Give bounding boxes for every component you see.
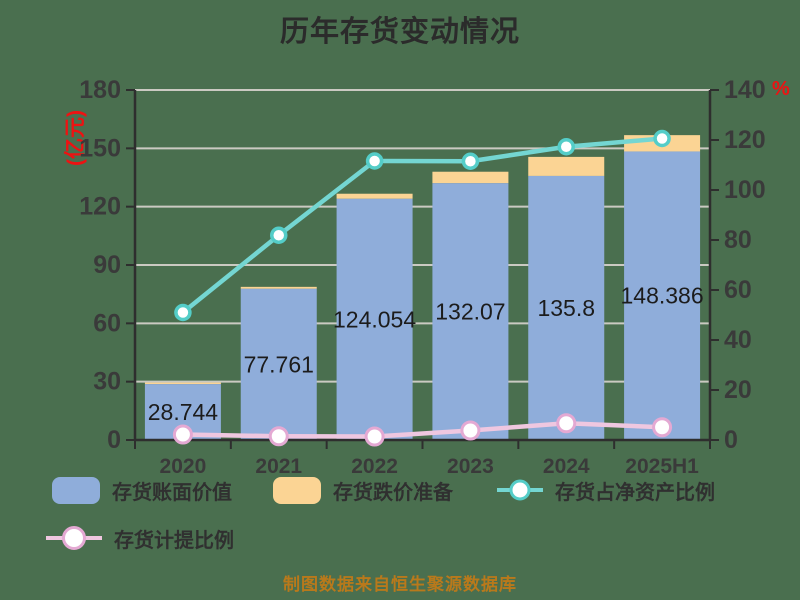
left-axis-tick-label: 120 — [79, 193, 121, 221]
left-axis-tick-label: 180 — [79, 76, 121, 104]
right-axis-tick-label: 60 — [724, 276, 752, 304]
net-asset-ratio-line-marker — [270, 226, 288, 244]
provision-ratio-line-marker — [652, 417, 673, 438]
x-axis-label-2022: 2022 — [351, 455, 398, 478]
left-axis-tick-label: 90 — [93, 251, 121, 279]
net-asset-ratio-line-marker — [461, 152, 480, 170]
right-axis-tick-label: 20 — [724, 376, 752, 404]
bar-provision-2022 — [336, 193, 413, 199]
legend-swatch-provision — [273, 476, 321, 504]
provision-ratio-line-marker — [268, 426, 289, 447]
bar-value-label: 77.761 — [244, 351, 314, 377]
bar-value-label: 132.07 — [435, 299, 505, 325]
bar-value-label: 135.8 — [537, 295, 595, 321]
right-axis-tick-label: 80 — [724, 226, 752, 254]
net-asset-ratio-line-marker — [557, 138, 575, 156]
x-axis-label-2025H1: 2025H1 — [625, 455, 699, 478]
bar-provision-2023 — [432, 171, 509, 184]
legend-label-provision-ratio: 存货计提比例 — [114, 529, 234, 552]
right-axis-tick-label: 0 — [724, 426, 738, 454]
legend-marker-provision-ratio — [46, 525, 102, 551]
legend-label-provision: 存货跌价准备 — [333, 481, 453, 504]
left-axis-tick-label: 150 — [79, 134, 121, 162]
right-axis-tick-label: 140 — [724, 76, 766, 104]
provision-ratio-line-marker — [172, 424, 193, 445]
legend-item-provision-ratio: 存货计提比例 — [46, 523, 234, 553]
legend-item-book-value: 存货账面价值 — [52, 475, 232, 505]
left-axis-tick-label: 30 — [93, 368, 121, 396]
right-axis-tick-label: 120 — [724, 126, 766, 154]
bar-book-value-2025H1 — [624, 151, 701, 440]
provision-ratio-line-marker — [556, 413, 577, 434]
bar-book-value-2023 — [432, 183, 509, 441]
right-axis-tick-label: 40 — [724, 326, 752, 354]
legend-label-book-value: 存货账面价值 — [112, 481, 232, 504]
bar-provision-2021 — [240, 286, 317, 289]
x-axis-label-2024: 2024 — [543, 455, 590, 478]
provision-ratio-line-marker — [364, 426, 385, 447]
bar-provision-2024 — [528, 156, 605, 176]
left-axis-tick-label: 60 — [93, 309, 121, 337]
bar-book-value-2024 — [528, 175, 605, 440]
bar-book-value-2022 — [336, 198, 413, 440]
provision-ratio-line-marker — [460, 420, 481, 441]
legend-item-net-asset-ratio: 存货占净资产比例 — [497, 475, 715, 505]
right-axis-tick-label: 100 — [724, 176, 766, 204]
bar-book-value-2021 — [240, 288, 317, 440]
legend-label-net-asset-ratio: 存货占净资产比例 — [555, 481, 715, 504]
net-asset-ratio-line — [180, 136, 665, 315]
net-asset-ratio-line-marker — [174, 303, 192, 322]
left-axis-tick-label: 0 — [107, 426, 121, 454]
bar-provision-2020 — [144, 382, 221, 385]
legend-swatch-book-value — [52, 476, 100, 504]
data-source-note: 制图数据来自恒生聚源数据库 — [283, 575, 517, 594]
net-asset-ratio-line-marker — [653, 129, 671, 148]
right-axis-unit-label: % — [772, 78, 790, 100]
x-axis-label-2021: 2021 — [255, 455, 302, 478]
legend-item-provision: 存货跌价准备 — [273, 475, 453, 505]
bar-value-label: 28.744 — [148, 399, 219, 425]
net-asset-ratio-line-marker — [365, 152, 384, 170]
bar-value-label: 148.386 — [621, 283, 704, 309]
bar-value-label: 124.054 — [333, 306, 416, 332]
provision-ratio-line — [180, 421, 665, 439]
legend-marker-net-asset-ratio — [497, 479, 543, 501]
chart-title: 历年存货变动情况 — [279, 16, 520, 48]
x-axis-label-2020: 2020 — [160, 455, 207, 478]
x-axis-label-2023: 2023 — [447, 455, 494, 478]
